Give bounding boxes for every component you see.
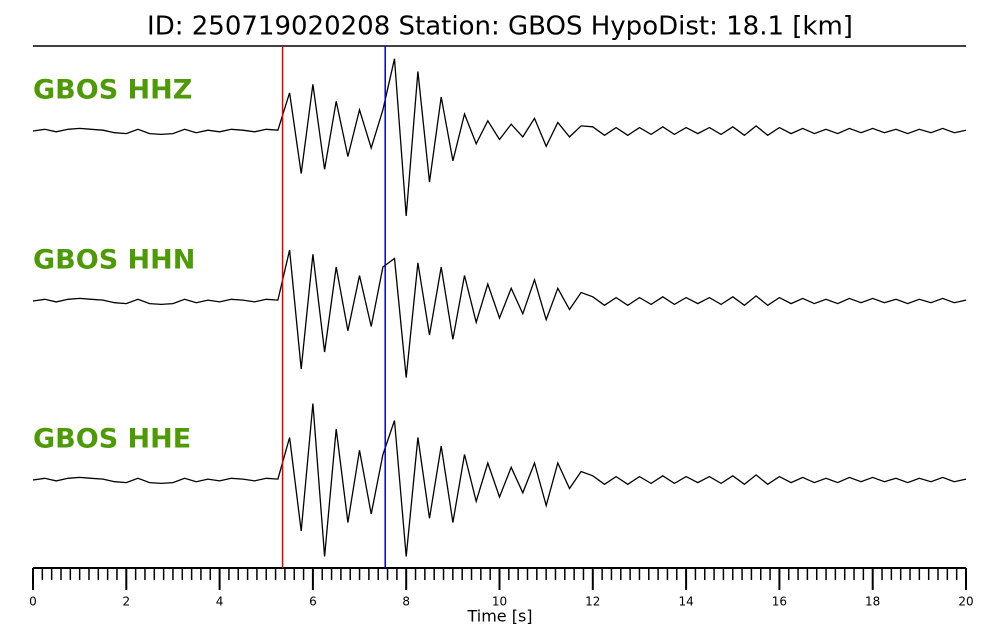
trace-label: GBOS HHN [33,245,195,276]
x-tick-label: 4 [216,595,224,609]
x-tick-label: 14 [678,595,693,609]
x-axis-label: Time [s] [466,607,532,626]
trace-label: GBOS HHE [33,424,191,455]
trace-label: GBOS HHZ [33,75,192,106]
x-tick-label: 10 [492,595,507,609]
waveform [32,58,967,217]
x-tick-label: 18 [865,595,880,609]
x-tick-label: 12 [585,595,600,609]
waveform [32,249,967,378]
x-tick-label: 20 [958,595,973,609]
chart-title: ID: 250719020208 Station: GBOS HypoDist:… [147,12,853,42]
x-tick-label: 16 [772,595,787,609]
x-tick-label: 2 [122,595,130,609]
x-tick-label: 0 [29,595,37,609]
waveform [32,403,967,557]
x-tick-label: 8 [402,595,410,609]
x-tick-label: 6 [309,595,317,609]
